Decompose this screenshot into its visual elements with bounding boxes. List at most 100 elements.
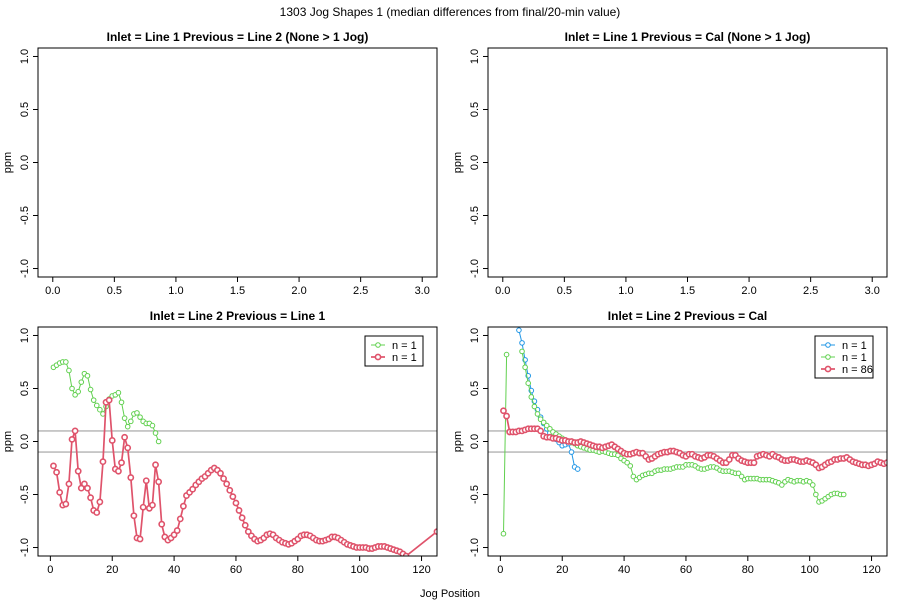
x-tick-label: 1.5	[680, 285, 695, 297]
data-point	[547, 425, 553, 432]
data-point	[173, 527, 181, 534]
chart-panel-2: Inlet = Line 1 Previous = Cal (None > 1 …	[452, 30, 888, 297]
x-tick-label: 2.0	[291, 285, 306, 297]
data-point	[840, 491, 847, 498]
x-tick-label: 80	[742, 564, 754, 576]
y-tick-label: 0.0	[469, 155, 481, 170]
data-point	[65, 480, 73, 488]
y-tick-label: -1.0	[19, 259, 31, 278]
x-tick-label: 60	[680, 564, 692, 576]
data-point	[238, 514, 246, 522]
data-point	[152, 461, 159, 469]
data-point	[71, 427, 79, 435]
x-tick-label: 100	[800, 564, 818, 576]
data-point	[127, 418, 134, 425]
data-point	[519, 348, 525, 355]
x-tick-label: 20	[106, 564, 118, 576]
y-tick-label: -0.5	[469, 206, 481, 225]
x-axis-label: Jog Position	[420, 588, 480, 600]
panel-title: Inlet = Line 1 Previous = Line 2 (None >…	[107, 30, 369, 44]
data-point	[525, 380, 532, 386]
x-tick-label: 1.0	[618, 285, 633, 297]
data-point	[90, 397, 97, 403]
data-point	[574, 466, 581, 472]
data-point	[127, 474, 135, 481]
series-line-2	[503, 351, 844, 534]
data-point	[528, 394, 535, 400]
y-tick-label: -0.5	[469, 485, 481, 504]
data-point	[80, 480, 88, 488]
chart-panel-3: Inlet = Line 2 Previous = Line 1 ppm 0 20 40…	[2, 309, 438, 576]
data-point	[630, 473, 637, 480]
data-point	[735, 470, 742, 477]
data-point	[750, 459, 758, 467]
plot-frame	[487, 47, 888, 278]
data-point	[77, 484, 85, 492]
data-point	[93, 509, 101, 516]
y-tick-label: 0.0	[19, 155, 31, 170]
x-tick-label: 1.5	[230, 285, 245, 297]
data-point	[725, 456, 733, 463]
x-tick-label: 0	[497, 564, 503, 576]
data-point	[806, 478, 813, 485]
data-point	[56, 488, 64, 496]
data-point	[179, 502, 187, 510]
data-point	[75, 388, 82, 395]
y-tick-label: 1.0	[469, 328, 481, 343]
y-tick-label: -1.0	[469, 538, 481, 557]
data-point	[69, 385, 75, 392]
x-tick-label: 0.0	[495, 285, 510, 297]
data-point	[537, 416, 544, 423]
x-tick-label: 120	[862, 564, 880, 576]
data-point	[136, 535, 144, 543]
x-tick-label: 3.0	[415, 285, 430, 297]
data-point	[72, 392, 78, 398]
data-point	[84, 484, 91, 492]
data-point	[118, 459, 125, 467]
data-point	[121, 433, 129, 441]
data-point	[96, 498, 104, 506]
plot-area	[50, 359, 437, 556]
y-tick-label: 1.0	[469, 49, 481, 64]
data-point	[531, 403, 538, 410]
y-tick-label: 0.0	[469, 434, 481, 449]
data-point	[149, 501, 156, 509]
data-point	[53, 468, 60, 476]
x-tick-label: 100	[350, 564, 368, 576]
y-tick-label: 0.5	[19, 381, 31, 396]
data-point	[97, 406, 103, 413]
y-tick-label: 0.5	[469, 381, 481, 396]
data-point	[500, 407, 507, 415]
data-point	[537, 427, 544, 435]
data-point	[568, 449, 575, 455]
figure-title: 1303 Jog Shapes 1 (median differences fr…	[280, 5, 621, 19]
legend-label: n = 1	[392, 340, 417, 352]
data-point	[540, 419, 547, 426]
data-point	[627, 463, 634, 469]
data-point	[124, 444, 132, 452]
y-axis-label: ppm	[452, 431, 464, 452]
y-tick-label: 0.0	[19, 434, 31, 449]
legend-label: n = 1	[392, 352, 417, 364]
data-point	[121, 415, 128, 421]
plot-frame	[487, 326, 888, 557]
x-tick-label: 2.5	[353, 285, 368, 297]
y-axis-label: ppm	[2, 431, 14, 452]
data-point	[78, 379, 85, 385]
y-tick-label: -0.5	[19, 485, 31, 504]
x-tick-label: 2.0	[741, 285, 756, 297]
legend-marker	[825, 342, 831, 348]
data-point	[223, 480, 231, 488]
data-point	[118, 399, 125, 406]
data-point	[62, 500, 70, 508]
data-point	[226, 486, 234, 494]
legend-marker	[824, 365, 832, 373]
plot-frame	[37, 326, 438, 557]
data-point	[93, 402, 100, 409]
data-point	[220, 475, 227, 483]
data-point	[229, 493, 237, 501]
y-tick-label: -1.0	[19, 538, 31, 557]
data-point	[244, 528, 252, 536]
legend-label: n = 1	[842, 352, 867, 364]
data-point	[235, 507, 243, 514]
